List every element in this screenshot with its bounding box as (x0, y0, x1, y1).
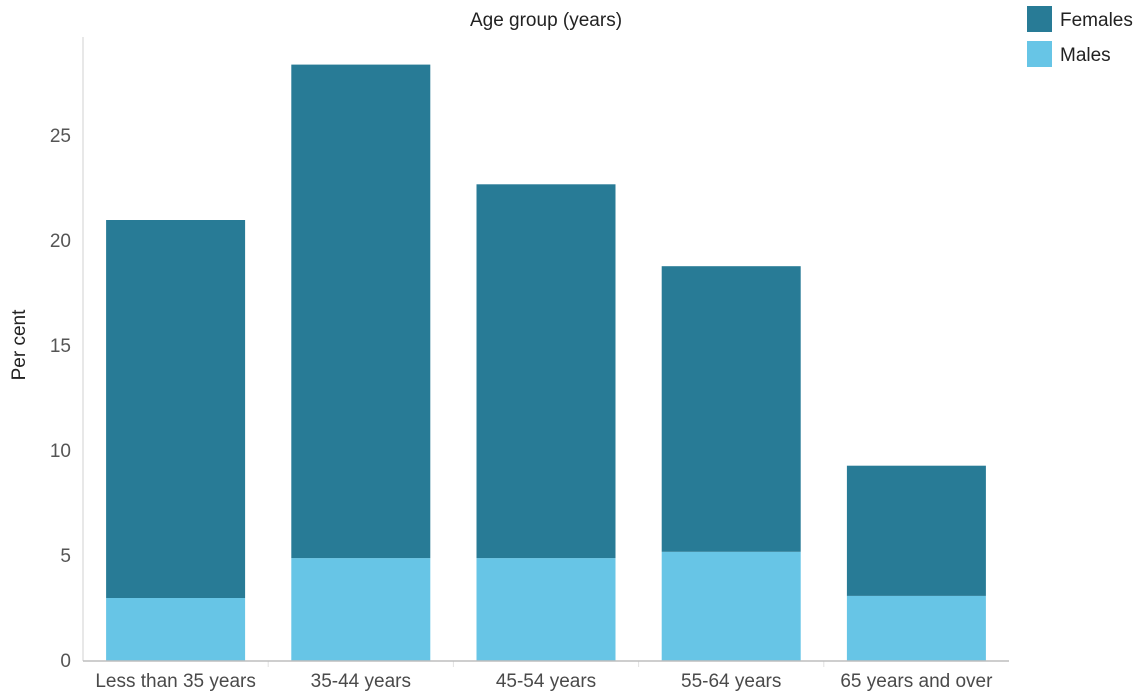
y-tick-label: 15 (50, 336, 71, 357)
y-tick-label: 25 (50, 126, 71, 147)
legend-label-females: Females (1060, 10, 1133, 31)
bar-females-0 (106, 220, 246, 598)
legend-swatch-females (1027, 6, 1052, 32)
x-tick-label: 55-64 years (681, 671, 781, 691)
bar-males-0 (106, 598, 246, 661)
y-tick-label: 20 (50, 231, 71, 252)
bar-females-2 (476, 184, 616, 559)
bar-females-1 (291, 64, 431, 559)
legend-label-males: Males (1060, 45, 1111, 66)
bar-males-2 (476, 558, 616, 661)
bar-males-1 (291, 558, 431, 661)
y-tick-label: 5 (60, 546, 71, 567)
legend-swatch-males (1027, 41, 1052, 67)
y-tick-label: 10 (50, 441, 71, 462)
bar-females-3 (661, 266, 801, 552)
legend: Females Males (1027, 6, 1133, 67)
bars-group (106, 64, 986, 661)
x-tick-label: 65 years and over (840, 671, 993, 691)
y-axis-title: Per cent (9, 309, 30, 380)
x-tick-label: Less than 35 years (95, 671, 256, 691)
chart-title: Age group (years) (470, 10, 622, 31)
x-tick-label: 35-44 years (311, 671, 411, 691)
bar-females-4 (846, 465, 986, 596)
bar-males-4 (846, 595, 986, 661)
bar-males-3 (661, 551, 801, 661)
x-axis-ticks: Less than 35 years 35-44 years 45-54 years… (95, 661, 993, 691)
y-tick-label: 0 (60, 651, 71, 672)
y-axis-ticks: 0 5 10 15 20 25 (50, 126, 71, 672)
x-tick-label: 45-54 years (496, 671, 596, 691)
